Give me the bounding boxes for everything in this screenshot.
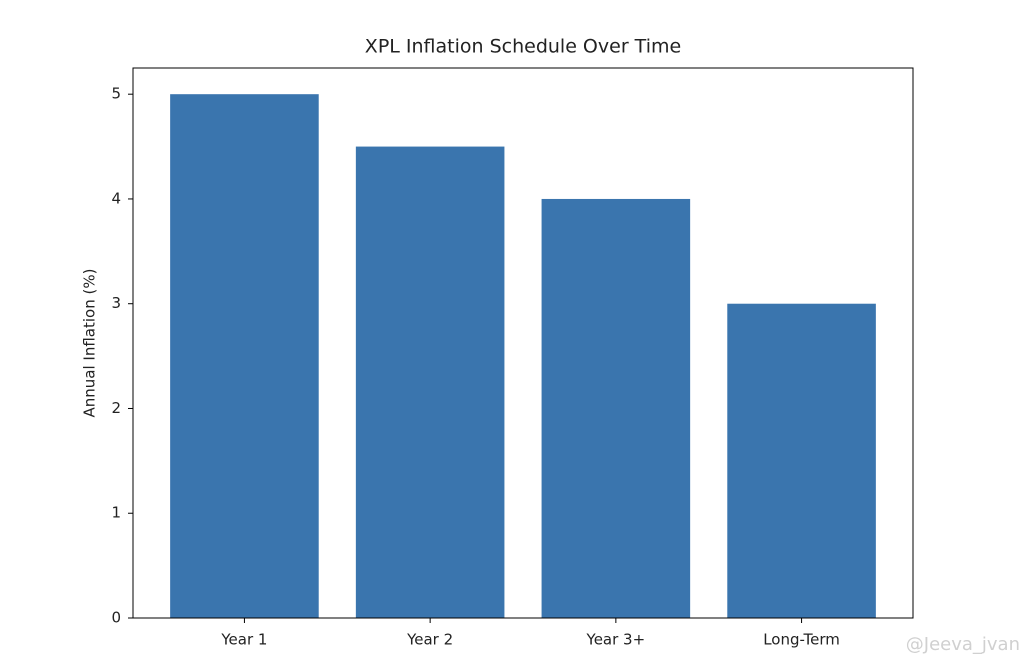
y-tick-label: 3 (111, 294, 121, 312)
x-tick-label: Long-Term (763, 631, 840, 649)
x-tick-label: Year 1 (220, 631, 267, 649)
bar (170, 94, 319, 618)
x-tick-label: Year 3+ (586, 631, 646, 649)
y-tick-label: 2 (111, 399, 121, 417)
chart-title: XPL Inflation Schedule Over Time (365, 36, 681, 58)
plot-frame (132, 67, 914, 619)
y-axis-label: Annual Inflation (%) (81, 269, 99, 418)
x-tick-label: Year 2 (406, 631, 453, 649)
y-tick-label: 0 (111, 609, 121, 627)
y-tick-label: 5 (111, 85, 121, 103)
bar (355, 146, 505, 619)
y-tick-label: 4 (111, 189, 121, 207)
bar (727, 303, 876, 618)
watermark: @Jeeva_jvan (906, 634, 1020, 655)
y-tick-label: 1 (111, 504, 121, 522)
bar (541, 198, 691, 618)
